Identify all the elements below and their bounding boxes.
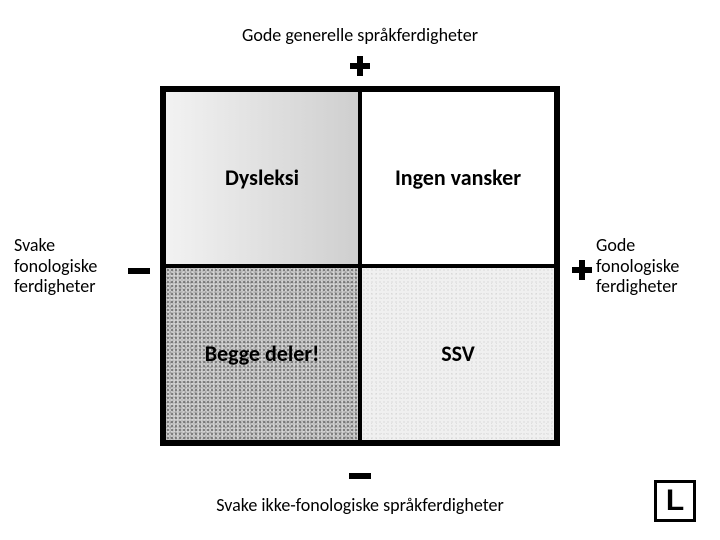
quadrant-label: Ingen vansker (395, 165, 521, 191)
axis-label-bottom: Svake ikke-fonologiske språkferdigheter (0, 494, 720, 516)
quadrant-grid: Dysleksi Ingen vansker Begge deler! SSV (160, 86, 560, 446)
minus-icon (128, 260, 150, 279)
quadrant-bottom-right: SSV (360, 266, 556, 442)
axis-label-right: Gode fonologiske ferdigheter (596, 235, 706, 297)
minus-icon (349, 465, 371, 484)
axis-label-top: Gode generelle språkferdigheter (0, 24, 720, 46)
axis-label-left: Svake fonologiske ferdigheter (14, 235, 124, 297)
quadrant-top-right: Ingen vansker (360, 90, 556, 266)
quadrant-bottom-left: Begge deler! (164, 266, 360, 442)
quadrant-label: SSV (441, 341, 475, 367)
plus-icon (572, 260, 592, 285)
quadrant-label: Begge deler! (205, 341, 320, 367)
logo-letter: L (666, 484, 684, 518)
quadrant-top-left: Dysleksi (164, 90, 360, 266)
quadrant-label: Dysleksi (225, 165, 299, 191)
logo-badge: L (654, 480, 696, 522)
plus-icon (350, 56, 370, 81)
